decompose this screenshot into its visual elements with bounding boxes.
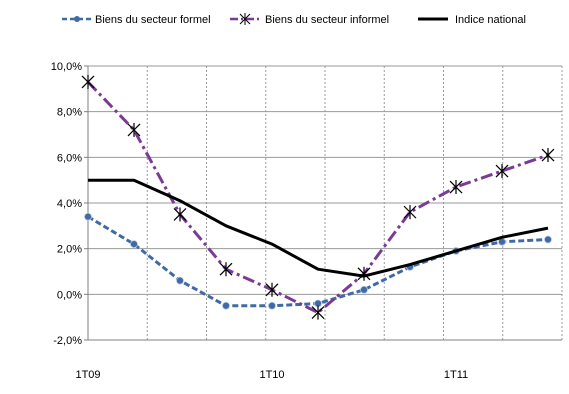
data-point [265, 282, 279, 297]
data-point [222, 301, 230, 310]
legend-item-informel: Biens du secteur informel [230, 13, 389, 26]
y-tick-label: 10,0% [51, 61, 82, 73]
series-0 [84, 212, 552, 310]
legend-item-national: Indice national [418, 14, 526, 26]
series-line [88, 178, 549, 278]
grid [87, 65, 563, 341]
data-point [403, 205, 417, 220]
data-point [219, 262, 233, 277]
y-tick-label: -2,0% [53, 335, 82, 347]
legend-marker-informel [239, 13, 251, 25]
data-point [81, 74, 95, 89]
axes [84, 65, 562, 341]
x-tick-label: 1T10 [259, 369, 284, 381]
y-tick-label: 2,0% [57, 244, 82, 256]
y-tick-label: 0,0% [57, 289, 82, 301]
data-point [449, 180, 463, 195]
legend-marker-formel [74, 16, 80, 22]
legend-label-informel: Biens du secteur informel [265, 14, 389, 26]
data-point [360, 285, 368, 294]
data-point [127, 122, 141, 137]
legend: Biens du secteur formel Biens du secteur… [62, 13, 526, 26]
legend-label-national: Indice national [455, 14, 526, 26]
data-point [541, 148, 555, 163]
data-point [268, 301, 276, 310]
data-point [311, 305, 325, 320]
data-point [173, 207, 187, 222]
data-point [130, 240, 138, 249]
tick-labels: -2,0% 0,0% 2,0% 4,0% 6,0% 8,0% 10,0% 1T09 1T10 1T… [51, 61, 468, 381]
series-line [87, 215, 549, 308]
series-2 [88, 178, 549, 278]
y-tick-label: 8,0% [57, 107, 82, 119]
y-tick-label: 4,0% [57, 198, 82, 210]
x-tick-label: 1T09 [75, 369, 100, 381]
data-point [544, 235, 552, 244]
series [81, 74, 555, 320]
data-point [176, 276, 184, 285]
data-point [357, 266, 371, 281]
x-tick-label: 1T11 [444, 369, 468, 381]
series-1 [81, 74, 555, 320]
legend-label-formel: Biens du secteur formel [95, 14, 211, 26]
data-point [84, 212, 92, 221]
y-tick-label: 6,0% [57, 152, 82, 164]
data-point [495, 164, 509, 179]
series-line [86, 80, 549, 315]
legend-item-formel: Biens du secteur formel [62, 14, 211, 26]
